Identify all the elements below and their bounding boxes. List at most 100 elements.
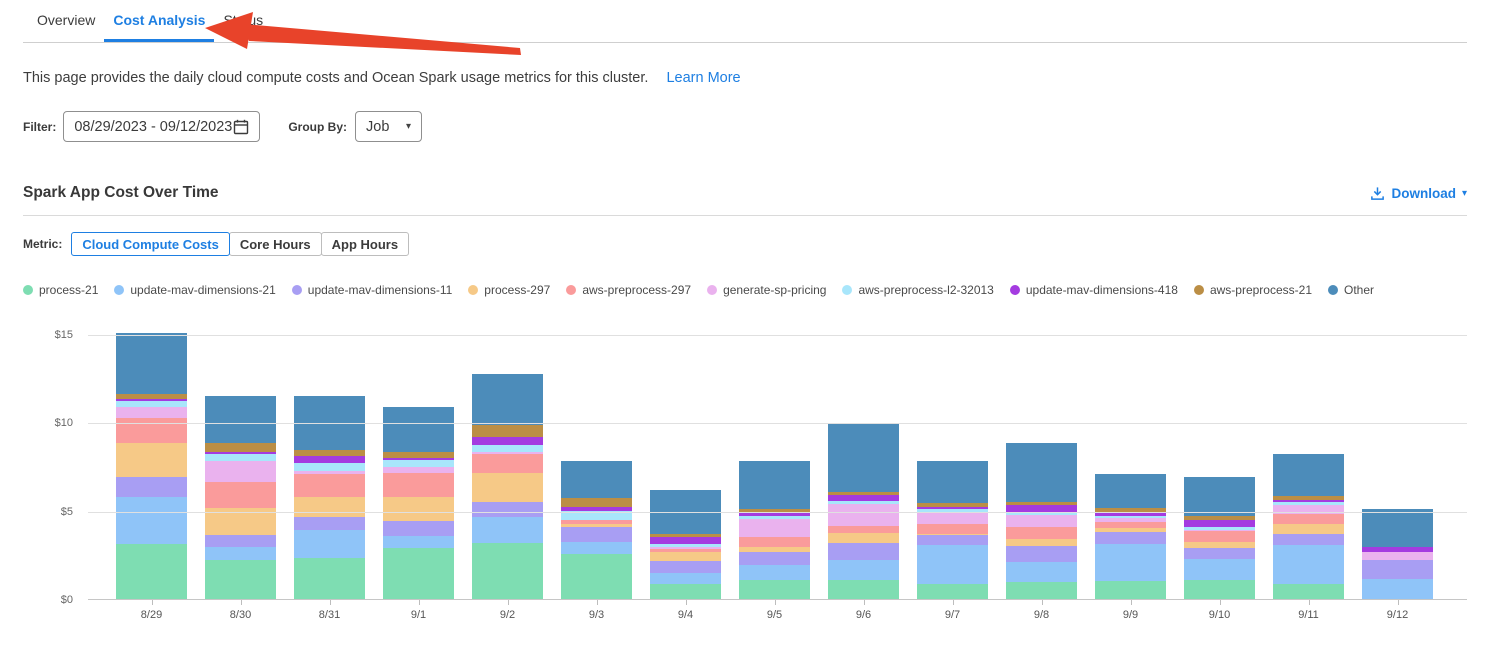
bar-9/10[interactable] — [1184, 477, 1255, 599]
bar-9/2[interactable] — [472, 373, 543, 599]
bar-segment-process-297[interactable] — [116, 442, 187, 478]
tab-cost-analysis[interactable]: Cost Analysis — [104, 0, 215, 42]
metric-button-app-hours[interactable]: App Hours — [320, 232, 410, 256]
bar-segment-process-297[interactable] — [1184, 541, 1255, 548]
bar-segment-aws-preprocess-297[interactable] — [1273, 514, 1344, 524]
bar-segment-update-mav-dimensions-21[interactable] — [205, 546, 276, 561]
bar-segment-process-21[interactable] — [1095, 581, 1166, 599]
bar-8/31[interactable] — [294, 395, 365, 599]
bar-segment-Other[interactable] — [828, 422, 899, 492]
bar-segment-update-mav-dimensions-418[interactable] — [205, 452, 276, 455]
bar-segment-aws-preprocess-l2-32013[interactable] — [472, 445, 543, 453]
bar-segment-update-mav-dimensions-11[interactable] — [116, 477, 187, 497]
bar-segment-update-mav-dimensions-418[interactable] — [828, 495, 899, 501]
bar-segment-aws-preprocess-l2-32013[interactable] — [116, 401, 187, 408]
bar-segment-generate-sp-pricing[interactable] — [205, 461, 276, 483]
bar-segment-update-mav-dimensions-418[interactable] — [1362, 546, 1433, 553]
bar-segment-Other[interactable] — [1184, 477, 1255, 517]
legend-item-process-297[interactable]: process-297 — [468, 283, 550, 297]
bar-segment-aws-preprocess-297[interactable] — [739, 537, 810, 547]
bar-segment-update-mav-dimensions-11[interactable] — [1273, 533, 1344, 546]
bar-segment-process-21[interactable] — [1006, 582, 1077, 599]
bar-segment-generate-sp-pricing[interactable] — [1273, 505, 1344, 515]
bar-segment-process-297[interactable] — [1095, 528, 1166, 532]
bar-segment-update-mav-dimensions-21[interactable] — [116, 496, 187, 545]
bar-segment-generate-sp-pricing[interactable] — [917, 513, 988, 524]
bar-segment-generate-sp-pricing[interactable] — [294, 470, 365, 474]
bar-segment-generate-sp-pricing[interactable] — [650, 546, 721, 549]
legend-item-update-mav-dimensions-418[interactable]: update-mav-dimensions-418 — [1009, 283, 1178, 297]
bar-segment-process-297[interactable] — [828, 532, 899, 544]
bar-segment-aws-preprocess-21[interactable] — [116, 394, 187, 400]
bar-segment-update-mav-dimensions-21[interactable] — [1273, 545, 1344, 584]
bar-segment-update-mav-dimensions-11[interactable] — [1095, 531, 1166, 545]
bar-segment-update-mav-dimensions-11[interactable] — [917, 535, 988, 546]
bar-segment-aws-preprocess-21[interactable] — [1273, 495, 1344, 500]
bar-segment-process-21[interactable] — [650, 583, 721, 599]
bar-segment-Other[interactable] — [917, 461, 988, 503]
bar-segment-process-297[interactable] — [294, 496, 365, 517]
bar-9/11[interactable] — [1273, 453, 1344, 599]
bar-segment-process-21[interactable] — [917, 583, 988, 599]
bar-segment-update-mav-dimensions-21[interactable] — [917, 545, 988, 584]
bar-segment-aws-preprocess-21[interactable] — [1095, 508, 1166, 513]
bar-segment-aws-preprocess-21[interactable] — [472, 425, 543, 437]
bar-segment-aws-preprocess-297[interactable] — [828, 525, 899, 533]
learn-more-link[interactable]: Learn More — [666, 70, 741, 86]
bar-9/7[interactable] — [917, 461, 988, 599]
bar-segment-aws-preprocess-297[interactable] — [917, 523, 988, 534]
bar-segment-update-mav-dimensions-418[interactable] — [1095, 512, 1166, 517]
bar-segment-aws-preprocess-l2-32013[interactable] — [383, 460, 454, 468]
bar-segment-generate-sp-pricing[interactable] — [561, 519, 632, 521]
bar-9/3[interactable] — [561, 461, 632, 599]
bar-segment-update-mav-dimensions-21[interactable] — [472, 516, 543, 544]
bar-segment-process-297[interactable] — [650, 552, 721, 562]
bar-segment-Other[interactable] — [205, 395, 276, 444]
bar-9/1[interactable] — [383, 406, 454, 599]
bar-segment-process-297[interactable] — [472, 472, 543, 502]
bar-segment-update-mav-dimensions-418[interactable] — [1006, 505, 1077, 514]
bar-segment-process-297[interactable] — [1273, 523, 1344, 534]
bar-8/29[interactable] — [116, 333, 187, 599]
bar-segment-aws-preprocess-l2-32013[interactable] — [1184, 526, 1255, 531]
bar-segment-Other[interactable] — [739, 460, 810, 509]
bar-segment-aws-preprocess-l2-32013[interactable] — [650, 544, 721, 547]
bar-segment-update-mav-dimensions-21[interactable] — [383, 536, 454, 548]
bar-segment-process-21[interactable] — [828, 579, 899, 599]
bar-segment-update-mav-dimensions-21[interactable] — [739, 565, 810, 580]
bar-segment-aws-preprocess-21[interactable] — [650, 534, 721, 538]
bar-segment-aws-preprocess-297[interactable] — [205, 482, 276, 509]
bar-segment-update-mav-dimensions-11[interactable] — [561, 527, 632, 543]
bar-segment-update-mav-dimensions-21[interactable] — [1362, 578, 1433, 599]
bar-segment-aws-preprocess-297[interactable] — [561, 520, 632, 524]
bar-segment-update-mav-dimensions-418[interactable] — [561, 507, 632, 511]
tab-status[interactable]: Status — [223, 12, 264, 28]
bar-segment-update-mav-dimensions-418[interactable] — [116, 399, 187, 402]
bar-segment-Other[interactable] — [1095, 473, 1166, 509]
bar-segment-Other[interactable] — [472, 373, 543, 426]
bar-segment-process-21[interactable] — [472, 543, 543, 599]
bar-segment-aws-preprocess-21[interactable] — [1184, 516, 1255, 520]
bar-segment-aws-preprocess-297[interactable] — [383, 472, 454, 498]
bar-segment-update-mav-dimensions-418[interactable] — [650, 537, 721, 545]
bar-segment-update-mav-dimensions-11[interactable] — [205, 534, 276, 547]
bar-segment-process-297[interactable] — [1006, 538, 1077, 547]
bar-9/6[interactable] — [828, 422, 899, 599]
bar-segment-aws-preprocess-l2-32013[interactable] — [561, 510, 632, 520]
legend-item-process-21[interactable]: process-21 — [23, 283, 98, 297]
bar-segment-aws-preprocess-21[interactable] — [561, 498, 632, 508]
bar-segment-aws-preprocess-l2-32013[interactable] — [739, 516, 810, 519]
bar-segment-aws-preprocess-21[interactable] — [1006, 501, 1077, 506]
bar-segment-aws-preprocess-21[interactable] — [828, 491, 899, 496]
group-by-select[interactable]: Job ▾ — [355, 111, 423, 142]
bar-segment-aws-preprocess-l2-32013[interactable] — [1006, 513, 1077, 516]
bar-segment-update-mav-dimensions-11[interactable] — [739, 552, 810, 566]
tab-overview[interactable]: Overview — [37, 12, 96, 28]
bar-segment-aws-preprocess-21[interactable] — [294, 449, 365, 456]
bar-9/4[interactable] — [650, 490, 721, 599]
bar-segment-generate-sp-pricing[interactable] — [1362, 552, 1433, 561]
bar-segment-aws-preprocess-21[interactable] — [205, 443, 276, 453]
bar-segment-aws-preprocess-l2-32013[interactable] — [917, 509, 988, 514]
date-range-input[interactable]: 08/29/2023 - 09/12/2023 — [63, 111, 261, 142]
legend-item-aws-preprocess-l2-32013[interactable]: aws-preprocess-l2-32013 — [842, 283, 994, 297]
